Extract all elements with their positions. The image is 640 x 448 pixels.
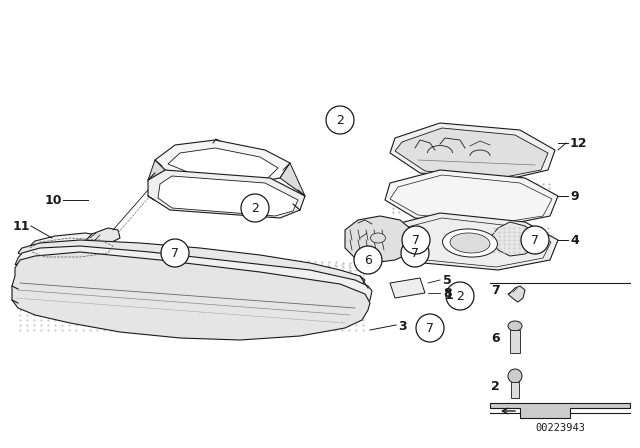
Polygon shape [508, 286, 525, 302]
Ellipse shape [371, 233, 385, 243]
Polygon shape [511, 382, 519, 398]
Text: 9: 9 [570, 190, 579, 202]
Polygon shape [12, 252, 370, 340]
Polygon shape [148, 160, 165, 180]
Circle shape [401, 239, 429, 267]
Circle shape [354, 246, 382, 274]
Text: 6: 6 [364, 254, 372, 267]
Text: 2: 2 [336, 113, 344, 126]
Text: 2: 2 [492, 379, 500, 392]
Text: 2: 2 [456, 289, 464, 302]
Text: 7: 7 [411, 246, 419, 259]
Text: 7: 7 [426, 322, 434, 335]
Text: 1: 1 [445, 289, 454, 302]
Text: 8: 8 [443, 287, 452, 300]
Circle shape [241, 194, 269, 222]
Circle shape [161, 239, 189, 267]
Text: 3: 3 [398, 319, 406, 332]
Polygon shape [345, 216, 415, 263]
Polygon shape [168, 148, 278, 181]
Circle shape [326, 106, 354, 134]
Polygon shape [395, 128, 548, 178]
Text: 2: 2 [251, 202, 259, 215]
Ellipse shape [508, 321, 522, 331]
Text: 00223943: 00223943 [535, 423, 585, 433]
Polygon shape [490, 222, 535, 256]
Polygon shape [390, 123, 555, 180]
Text: 10: 10 [45, 194, 62, 207]
Polygon shape [18, 240, 365, 285]
Polygon shape [385, 170, 558, 226]
Text: 7: 7 [531, 233, 539, 246]
Text: 7: 7 [492, 284, 500, 297]
Circle shape [521, 226, 549, 254]
Text: 11: 11 [13, 220, 30, 233]
Circle shape [446, 282, 474, 310]
Polygon shape [85, 228, 120, 244]
Text: 4: 4 [570, 233, 579, 246]
Ellipse shape [450, 233, 490, 253]
Polygon shape [490, 403, 630, 418]
Ellipse shape [442, 229, 497, 257]
Polygon shape [390, 278, 425, 298]
Circle shape [402, 226, 430, 254]
Text: 12: 12 [570, 137, 588, 150]
Text: 6: 6 [492, 332, 500, 345]
Polygon shape [158, 176, 298, 216]
Polygon shape [383, 213, 558, 270]
Circle shape [508, 369, 522, 383]
Polygon shape [155, 140, 290, 185]
Text: 7: 7 [171, 246, 179, 259]
Circle shape [416, 314, 444, 342]
Polygon shape [28, 233, 115, 260]
Polygon shape [510, 330, 520, 353]
Polygon shape [148, 170, 305, 218]
Polygon shape [15, 246, 372, 305]
Text: 7: 7 [412, 233, 420, 246]
Polygon shape [280, 163, 305, 196]
Text: 5: 5 [443, 273, 452, 287]
